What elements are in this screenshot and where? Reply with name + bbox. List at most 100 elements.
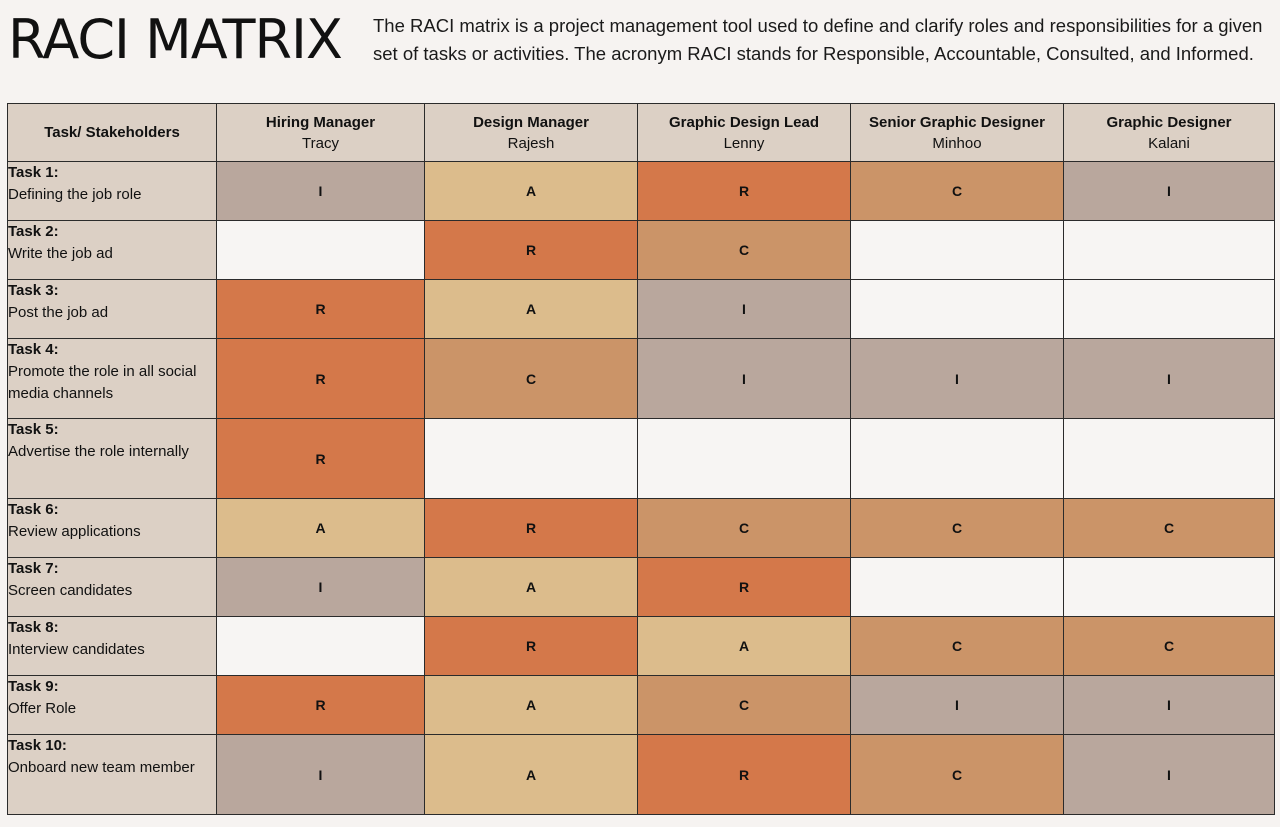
raci-cell: C [850, 498, 1064, 558]
task-name: Onboard new team member [8, 759, 195, 776]
raci-cell [216, 616, 425, 676]
task-number: Task 6: [8, 501, 59, 518]
raci-cell: C [850, 161, 1064, 221]
raci-cell: I [637, 338, 851, 419]
raci-cell: A [637, 616, 851, 676]
raci-cell [850, 418, 1064, 499]
task-number: Task 2: [8, 223, 59, 240]
task-number: Task 7: [8, 560, 59, 577]
task-name: Interview candidates [8, 641, 145, 658]
stakeholder-role: Graphic Designer [1106, 113, 1232, 131]
raci-cell [1063, 418, 1275, 499]
stakeholder-role: Hiring Manager [265, 113, 376, 131]
raci-cell: C [424, 338, 638, 419]
stakeholder-name: Tracy [302, 134, 339, 152]
raci-cell: I [1063, 675, 1275, 735]
raci-cell [1063, 279, 1275, 339]
task-number: Task 4: [8, 341, 59, 358]
raci-cell: R [216, 675, 425, 735]
stakeholder-role: Design Manager [473, 113, 589, 131]
stakeholder-name: Minhoo [932, 134, 982, 152]
raci-table-body: Task 1: Defining the job role I A R C I Task 2:… [7, 161, 1275, 815]
task-cell: Task 4: Promote the role in all social me… [7, 338, 217, 419]
table-row: Task 1: Defining the job role I A R C I [7, 161, 1275, 221]
raci-cell: C [637, 675, 851, 735]
raci-cell: A [424, 557, 638, 617]
raci-cell: I [850, 675, 1064, 735]
raci-cell: I [637, 279, 851, 339]
stakeholder-header: Hiring Manager Tracy [216, 103, 425, 162]
task-cell: Task 5: Advertise the role internally [7, 418, 217, 499]
task-name: Post the job ad [8, 304, 109, 321]
raci-cell: C [1063, 616, 1275, 676]
raci-table: Task/ Stakeholders Hiring Manager Tracy … [7, 103, 1275, 815]
task-name: Defining the job role [8, 186, 142, 203]
stakeholder-header: Graphic Designer Kalani [1063, 103, 1275, 162]
raci-cell [637, 418, 851, 499]
stakeholder-name: Rajesh [507, 134, 555, 152]
table-row: Task 3: Post the job ad R A I [7, 279, 1275, 339]
raci-cell: I [1063, 734, 1275, 815]
raci-cell [850, 220, 1064, 280]
raci-cell: C [637, 220, 851, 280]
raci-cell [850, 557, 1064, 617]
raci-cell: A [424, 734, 638, 815]
header-row: Task/ Stakeholders Hiring Manager Tracy … [7, 103, 1275, 162]
task-name: Screen candidates [8, 582, 133, 599]
raci-cell: R [424, 616, 638, 676]
task-number: Task 9: [8, 678, 59, 695]
raci-cell: A [424, 675, 638, 735]
raci-cell: A [424, 161, 638, 221]
task-name: Offer Role [8, 700, 77, 717]
raci-cell [850, 279, 1064, 339]
table-row: Task 4: Promote the role in all social me… [7, 338, 1275, 419]
raci-cell [1063, 557, 1275, 617]
task-number: Task 5: [8, 421, 59, 438]
raci-cell [424, 418, 638, 499]
raci-cell: R [216, 418, 425, 499]
table-row: Task 5: Advertise the role internally R [7, 418, 1275, 499]
task-cell: Task 7: Screen candidates [7, 557, 217, 617]
raci-cell: R [424, 220, 638, 280]
table-row: Task 7: Screen candidates I A R [7, 557, 1275, 617]
raci-cell: R [424, 498, 638, 558]
task-name: Advertise the role internally [8, 443, 189, 460]
raci-cell [216, 220, 425, 280]
task-cell: Task 8: Interview candidates [7, 616, 217, 676]
raci-cell: I [216, 734, 425, 815]
raci-cell: C [850, 734, 1064, 815]
task-number: Task 3: [8, 282, 59, 299]
corner-header: Task/ Stakeholders [7, 103, 217, 162]
raci-cell: C [850, 616, 1064, 676]
page-description: The RACI matrix is a project management … [373, 15, 1263, 64]
raci-cell: C [637, 498, 851, 558]
raci-cell: R [216, 338, 425, 419]
raci-cell: A [424, 279, 638, 339]
raci-cell: R [637, 734, 851, 815]
task-name: Review applications [8, 523, 141, 540]
table-row: Task 2: Write the job ad R C [7, 220, 1275, 280]
raci-cell: I [1063, 161, 1275, 221]
raci-cell: I [216, 161, 425, 221]
table-row: Task 10: Onboard new team member I A R C I [7, 734, 1275, 815]
task-name: Promote the role in all social media cha… [8, 363, 197, 402]
task-cell: Task 6: Review applications [7, 498, 217, 558]
raci-cell: I [1063, 338, 1275, 419]
raci-cell: R [637, 161, 851, 221]
task-cell: Task 1: Defining the job role [7, 161, 217, 221]
table-row: Task 9: Offer Role R A C I I [7, 675, 1275, 735]
raci-cell: R [637, 557, 851, 617]
raci-cell: R [216, 279, 425, 339]
stakeholder-role: Senior Graphic Designer [869, 113, 1045, 131]
table-row: Task 6: Review applications A R C C C [7, 498, 1275, 558]
task-cell: Task 9: Offer Role [7, 675, 217, 735]
task-number: Task 1: [8, 164, 59, 181]
stakeholder-role: Graphic Design Lead [668, 113, 820, 131]
task-name: Write the job ad [8, 245, 113, 262]
task-number: Task 10: [8, 737, 67, 754]
raci-cell: I [850, 338, 1064, 419]
stakeholder-header: Graphic Design Lead Lenny [637, 103, 851, 162]
raci-cell: I [216, 557, 425, 617]
task-cell: Task 10: Onboard new team member [7, 734, 217, 815]
page-title: RACI MATRIX [8, 8, 343, 71]
